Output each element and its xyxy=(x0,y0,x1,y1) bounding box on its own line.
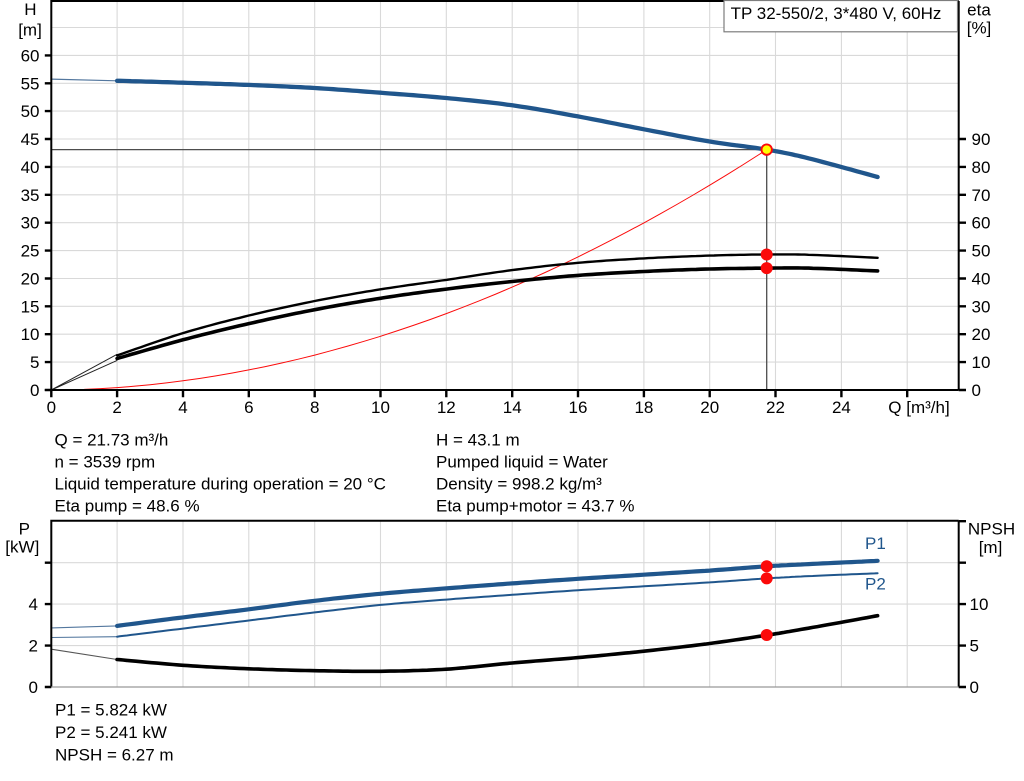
svg-text:TP 32-550/2, 3*480 V, 60Hz: TP 32-550/2, 3*480 V, 60Hz xyxy=(731,4,942,23)
svg-text:18: 18 xyxy=(634,398,653,417)
svg-text:[kW]: [kW] xyxy=(5,538,39,557)
svg-text:0: 0 xyxy=(47,398,56,417)
svg-text:20: 20 xyxy=(700,398,719,417)
svg-text:eta: eta xyxy=(967,1,991,20)
svg-text:P: P xyxy=(19,520,30,539)
svg-text:H = 43.1 m: H = 43.1 m xyxy=(436,431,520,450)
svg-text:Eta pump+motor = 43.7 %: Eta pump+motor = 43.7 % xyxy=(436,497,634,516)
svg-text:40: 40 xyxy=(972,270,991,289)
svg-text:24: 24 xyxy=(832,398,851,417)
svg-text:15: 15 xyxy=(21,297,40,316)
svg-text:80: 80 xyxy=(972,158,991,177)
svg-text:2: 2 xyxy=(29,637,38,656)
svg-text:P1 = 5.824 kW: P1 = 5.824 kW xyxy=(55,701,167,720)
svg-text:20: 20 xyxy=(21,270,40,289)
svg-text:Pumped liquid = Water: Pumped liquid = Water xyxy=(436,453,608,472)
svg-text:[m]: [m] xyxy=(979,538,1003,557)
svg-text:40: 40 xyxy=(21,158,40,177)
svg-text:4: 4 xyxy=(178,398,187,417)
svg-text:60: 60 xyxy=(972,214,991,233)
svg-text:P2: P2 xyxy=(865,575,886,594)
svg-text:10: 10 xyxy=(21,325,40,344)
svg-text:50: 50 xyxy=(972,242,991,261)
svg-text:P2 = 5.241 kW: P2 = 5.241 kW xyxy=(55,723,167,742)
svg-text:Liquid temperature during oper: Liquid temperature during operation = 20… xyxy=(55,475,386,494)
svg-text:12: 12 xyxy=(437,398,456,417)
svg-text:NPSH: NPSH xyxy=(968,520,1015,539)
svg-text:55: 55 xyxy=(21,74,40,93)
svg-text:50: 50 xyxy=(21,102,40,121)
svg-text:4: 4 xyxy=(29,595,38,614)
svg-text:35: 35 xyxy=(21,186,40,205)
svg-text:Density = 998.2 kg/m³: Density = 998.2 kg/m³ xyxy=(436,475,602,494)
svg-text:P1: P1 xyxy=(865,534,886,553)
svg-text:Eta pump = 48.6 %: Eta pump = 48.6 % xyxy=(55,497,200,516)
svg-text:0: 0 xyxy=(970,678,979,697)
svg-text:16: 16 xyxy=(569,398,588,417)
svg-text:45: 45 xyxy=(21,130,40,149)
svg-text:0: 0 xyxy=(29,678,38,697)
svg-text:0: 0 xyxy=(30,381,39,400)
svg-text:0: 0 xyxy=(972,381,981,400)
svg-text:60: 60 xyxy=(21,46,40,65)
svg-text:22: 22 xyxy=(766,398,785,417)
svg-text:90: 90 xyxy=(972,130,991,149)
svg-text:14: 14 xyxy=(503,398,522,417)
svg-text:[m]: [m] xyxy=(18,21,42,40)
svg-text:25: 25 xyxy=(21,242,40,261)
svg-text:20: 20 xyxy=(972,325,991,344)
svg-text:5: 5 xyxy=(30,353,39,372)
svg-text:Q = 21.73 m³/h: Q = 21.73 m³/h xyxy=(55,431,169,450)
svg-text:10: 10 xyxy=(371,398,390,417)
svg-text:5: 5 xyxy=(970,637,979,656)
svg-text:30: 30 xyxy=(21,214,40,233)
svg-text:Q [m³/h]: Q [m³/h] xyxy=(888,398,949,417)
svg-text:10: 10 xyxy=(970,595,989,614)
svg-text:10: 10 xyxy=(972,353,991,372)
svg-text:30: 30 xyxy=(972,297,991,316)
svg-text:2: 2 xyxy=(112,398,121,417)
svg-text:8: 8 xyxy=(310,398,319,417)
svg-text:70: 70 xyxy=(972,186,991,205)
svg-text:n = 3539 rpm: n = 3539 rpm xyxy=(55,453,156,472)
svg-text:[%]: [%] xyxy=(967,19,992,38)
svg-text:H: H xyxy=(24,0,36,19)
svg-text:NPSH = 6.27 m: NPSH = 6.27 m xyxy=(55,745,174,764)
svg-text:6: 6 xyxy=(244,398,253,417)
